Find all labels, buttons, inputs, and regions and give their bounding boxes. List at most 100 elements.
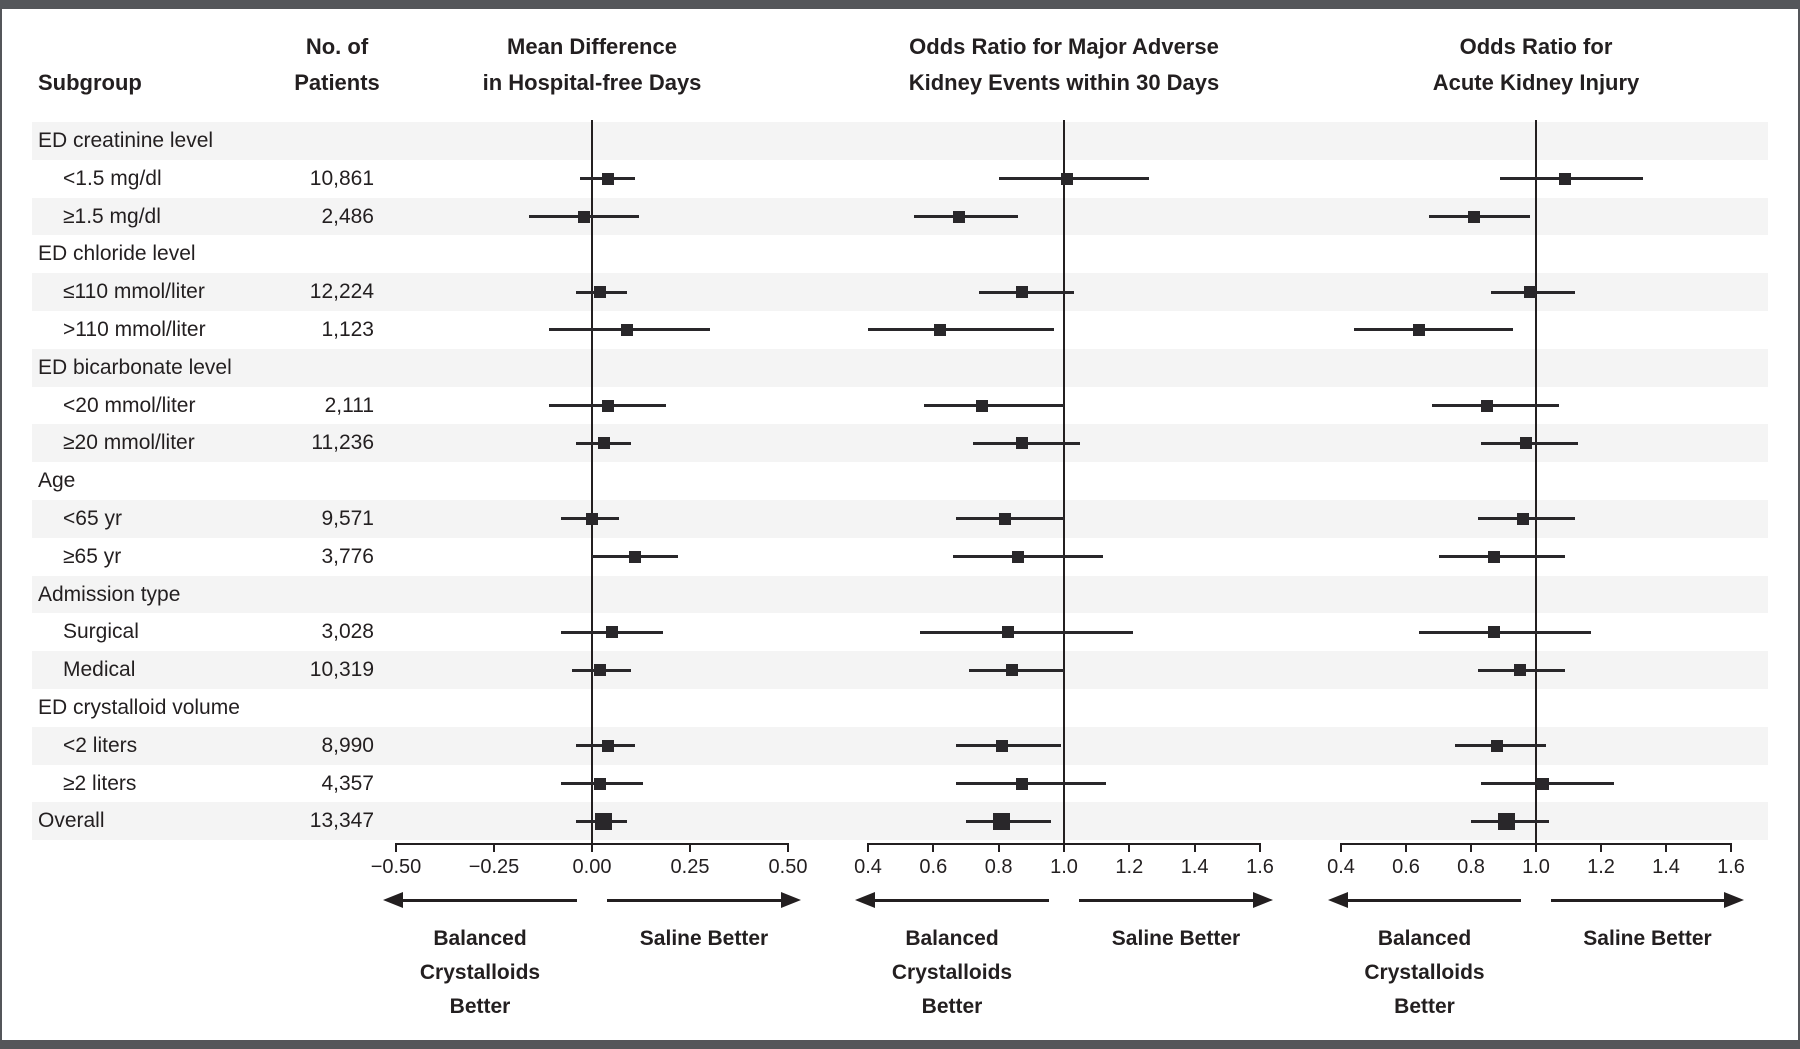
point-estimate-marker [1487, 626, 1500, 639]
balanced-crystalloids-better-label: Better [449, 995, 511, 1018]
axis-tick-label: −0.25 [468, 856, 520, 878]
patients-count: 8,990 [321, 733, 374, 757]
point-estimate-marker [1468, 210, 1481, 223]
axis-tick-label: 0.8 [984, 856, 1013, 878]
reference-line [1535, 120, 1537, 845]
patients-count: 2,111 [324, 393, 374, 417]
subgroup-category-label: ED bicarbonate level [38, 355, 232, 379]
balanced-crystalloids-better-label: Crystalloids [891, 961, 1013, 984]
axis-tick [787, 843, 789, 852]
subgroup-item-label: Medical [63, 658, 136, 682]
right-arrow-line [607, 899, 783, 902]
axis-tick [1600, 843, 1602, 852]
axis-tick [1665, 843, 1667, 852]
patients-column-header-line1: No. of [305, 34, 369, 59]
balanced-crystalloids-better-label: Balanced [433, 927, 527, 950]
patients-count: 13,347 [309, 809, 374, 833]
point-estimate-marker [629, 550, 642, 563]
axis-tick [1535, 843, 1537, 852]
axis-tick [689, 843, 691, 852]
subgroup-category-label: ED creatinine level [38, 129, 214, 152]
point-estimate-marker [1487, 550, 1500, 563]
point-estimate-marker [1559, 172, 1572, 185]
row-stripe [32, 273, 1768, 311]
point-estimate-marker [597, 437, 610, 450]
point-estimate-marker [933, 323, 946, 336]
ci-line [1500, 177, 1644, 181]
balanced-crystalloids-better-label: Balanced [905, 927, 999, 950]
panel-title-line1: Mean Difference [507, 34, 677, 59]
point-estimate-marker [1520, 437, 1533, 450]
axis-tick [493, 843, 495, 852]
ci-line [998, 177, 1149, 181]
point-estimate-marker [586, 512, 598, 525]
balanced-crystalloids-better-label: Balanced [1377, 927, 1472, 950]
row-stripe [32, 575, 1768, 614]
point-estimate-marker [999, 512, 1012, 525]
axis-tick [867, 843, 869, 852]
axis-tick [1128, 843, 1131, 852]
subgroup-column-header: Subgroup [38, 70, 142, 95]
subgroup-item-label: ≥20 mmol/liter [63, 431, 195, 455]
axis-tick-label: 1.6 [1717, 856, 1745, 878]
left-arrow-line [401, 899, 577, 902]
point-estimate-marker [601, 739, 614, 752]
axis-tick [1259, 843, 1261, 852]
point-estimate-marker [1015, 777, 1028, 790]
axis-tick-label: 1.2 [1115, 856, 1144, 878]
left-arrow-line [1346, 899, 1521, 902]
ci-line [913, 215, 1019, 218]
axis-tick [1340, 843, 1342, 852]
panel-title-line2: Acute Kidney Injury [1432, 70, 1640, 95]
patients-count: 3,028 [321, 620, 374, 644]
frame-right [1798, 0, 1800, 1049]
subgroup-category-label: ED crystalloid volume [38, 696, 240, 719]
axis-tick-label: 1.4 [1652, 856, 1680, 878]
subgroup-category-label: Admission type [38, 582, 181, 606]
ci-line [956, 782, 1107, 785]
point-estimate-marker [1015, 286, 1028, 299]
point-estimate-marker [593, 777, 606, 790]
point-estimate-marker [593, 286, 606, 299]
point-estimate-marker [605, 626, 618, 639]
frame-bottom [0, 1040, 1800, 1049]
overall-point-estimate-marker [595, 812, 613, 830]
ci-line [1438, 555, 1566, 559]
patients-column-header-line2: Patients [294, 70, 380, 95]
overall-point-estimate-marker [993, 812, 1011, 830]
axis-tick [591, 843, 593, 852]
patients-count: 12,224 [309, 280, 374, 304]
axis-tick [997, 843, 1000, 852]
axis-tick-label: 0.4 [854, 856, 882, 878]
left-arrow-head [383, 892, 403, 908]
subgroup-item-label: <65 yr [63, 507, 122, 530]
point-estimate-marker [1002, 626, 1015, 639]
axis-tick-label: 0.4 [1327, 856, 1355, 878]
subgroup-category-label: ED chloride level [38, 242, 196, 266]
ci-line [956, 744, 1061, 748]
right-arrow-head [1253, 892, 1273, 908]
subgroup-item-label: >110 mmol/liter [63, 318, 206, 341]
patients-count: 9,571 [321, 507, 374, 530]
patients-count: 3,776 [321, 544, 374, 568]
axis-tick-label: 0.25 [670, 856, 710, 878]
reference-line [591, 120, 593, 845]
subgroup-category-label: Age [38, 469, 76, 493]
axis-tick-label: 0.50 [768, 856, 808, 878]
patients-count: 1,123 [321, 318, 374, 341]
axis-tick-label: 0.6 [919, 856, 948, 878]
point-estimate-marker [953, 210, 966, 223]
subgroup-item-label: Overall [38, 809, 105, 833]
frame-top [0, 0, 1800, 9]
axis-tick-label: 1.0 [1050, 856, 1078, 878]
axis-tick-label: 0.00 [572, 856, 612, 878]
axis-tick-label: 1.0 [1522, 856, 1550, 878]
right-arrow-line [1079, 899, 1255, 902]
balanced-crystalloids-better-label: Better [921, 995, 983, 1018]
axis-tick [1193, 843, 1196, 852]
patients-count: 10,861 [309, 166, 374, 190]
ci-line [952, 555, 1104, 559]
saline-better-label: Saline Better [1111, 927, 1241, 950]
point-estimate-marker [578, 210, 591, 223]
point-estimate-marker [593, 664, 606, 677]
